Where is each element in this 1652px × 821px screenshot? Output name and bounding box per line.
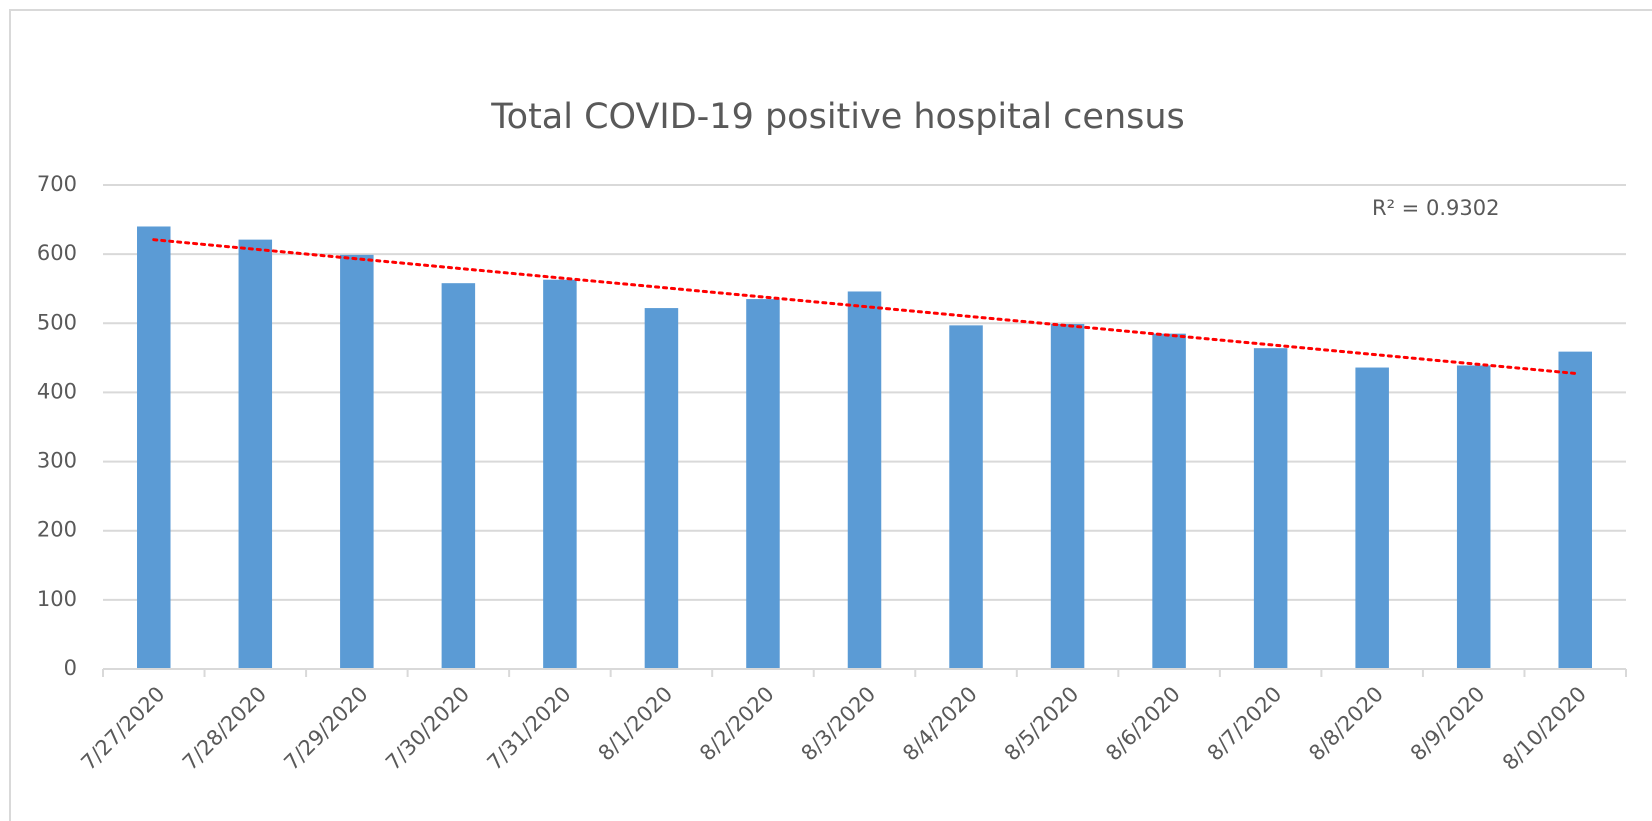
- trendline: [152, 238, 1577, 375]
- y-tick-label: 200: [37, 518, 77, 542]
- y-tick-label: 400: [37, 379, 77, 403]
- trendline-label: R² = 0.9302: [1372, 196, 1499, 220]
- bar: [1050, 323, 1085, 669]
- y-tick-label: 500: [37, 310, 77, 334]
- y-tick-label: 700: [37, 172, 77, 196]
- bar: [847, 291, 882, 669]
- bar: [746, 299, 780, 669]
- bar: [1558, 351, 1592, 669]
- chart-title: Total COVID-19 positive hospital census: [490, 97, 1185, 137]
- bar: [949, 325, 983, 669]
- bar: [1355, 367, 1389, 669]
- bar: [238, 239, 273, 669]
- y-tick-label: 600: [37, 241, 77, 265]
- bar: [1152, 333, 1186, 669]
- bar: [543, 279, 577, 669]
- bar: [1253, 348, 1288, 669]
- bar: [441, 283, 476, 669]
- bar: [340, 254, 374, 669]
- y-tick-label: 300: [37, 449, 77, 473]
- bar: [644, 308, 679, 669]
- bar: [1456, 365, 1491, 669]
- y-tick-label: 0: [64, 656, 77, 680]
- y-tick-label: 100: [37, 587, 77, 611]
- bar: [137, 226, 171, 669]
